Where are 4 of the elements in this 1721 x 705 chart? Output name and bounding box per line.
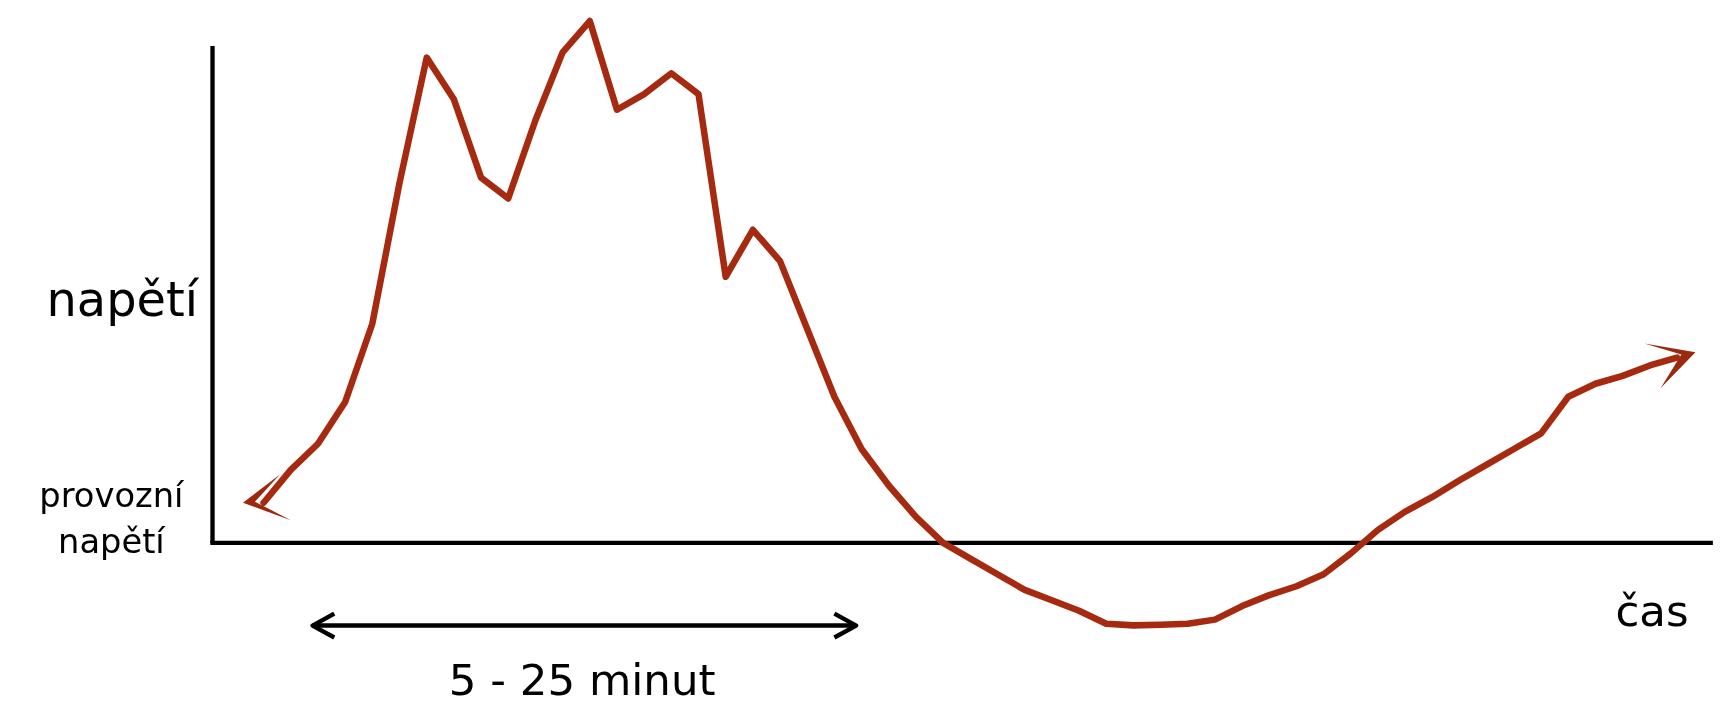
text: 5 - 25 minut [448,655,716,705]
x-axis-title: čas [1615,585,1689,636]
text: provozní napětí [39,476,186,561]
y-axis-title: napětí [46,271,200,327]
